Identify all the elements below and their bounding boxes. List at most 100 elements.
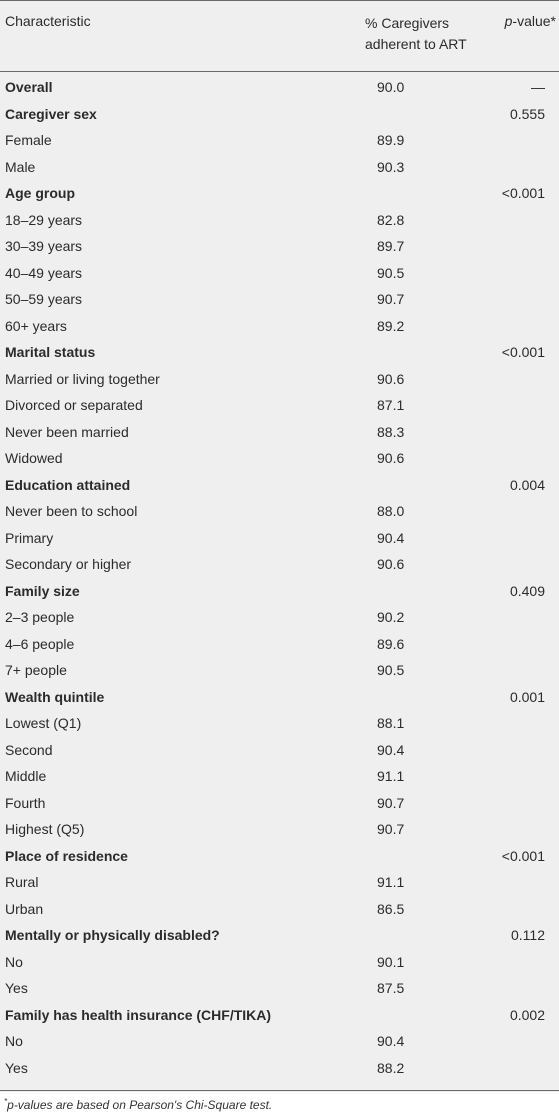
table-row: 2–3 people 90.2 <box>0 604 559 631</box>
table-group-row: Overall 90.0 — <box>0 74 559 101</box>
table-row: Never been married 88.3 <box>0 419 559 446</box>
row-adherence-value: 90.7 <box>377 291 405 307</box>
row-label: Lowest (Q1) <box>5 715 82 731</box>
row-label: 4–6 people <box>5 635 75 652</box>
table-row: Highest (Q5) 90.7 <box>0 816 559 843</box>
row-label: Married or living together <box>5 370 160 387</box>
footnote-text: -values are based on Pearson's Chi-Squar… <box>13 1098 273 1112</box>
table-group-row: Caregiver sex 0.555 <box>0 101 559 128</box>
row-label: 7+ people <box>5 662 67 678</box>
row-label: Family size <box>5 582 80 599</box>
row-adherence-value: 90.1 <box>377 953 405 970</box>
table-row: Divorced or separated 87.1 <box>0 392 559 419</box>
table-row: Married or living together 90.6 <box>0 366 559 393</box>
table-group-row: Age group <0.001 <box>0 180 559 207</box>
column-header-adherent-line2: adherent to ART <box>365 36 467 52</box>
row-adherence-value: 90.2 <box>377 609 405 625</box>
table-group-row: Family size 0.409 <box>0 578 559 605</box>
table-group-row: Mentally or physically disabled? 0.112 <box>0 922 559 949</box>
row-pvalue: 0.112 <box>511 927 545 943</box>
row-pvalue: 0.004 <box>509 476 545 493</box>
table-row: Female 89.9 <box>0 127 559 154</box>
bottom-rule <box>0 1090 559 1091</box>
row-pvalue: 0.001 <box>509 688 545 705</box>
row-label: Rural <box>5 874 39 890</box>
row-adherence-value: 90.5 <box>377 264 405 281</box>
row-adherence-value: 88.2 <box>377 1059 405 1076</box>
row-label: Second <box>5 741 53 758</box>
row-pvalue: <0.001 <box>501 847 545 864</box>
table-row: Middle 91.1 <box>0 763 559 790</box>
row-label: 30–39 years <box>5 238 83 254</box>
table-row: Primary 90.4 <box>0 525 559 552</box>
row-adherence-value: 86.5 <box>377 900 405 917</box>
row-label: Marital status <box>5 344 96 360</box>
table-row: No 90.1 <box>0 949 559 976</box>
row-adherence-value: 90.7 <box>377 821 405 837</box>
row-label: Never been married <box>5 423 129 440</box>
row-label: No <box>5 1033 23 1049</box>
table-row: No 90.4 <box>0 1028 559 1055</box>
row-adherence-value: 90.6 <box>377 556 405 572</box>
row-label: Fourth <box>5 794 46 811</box>
row-adherence-value: 87.1 <box>377 397 405 413</box>
column-header-characteristic: Characteristic <box>5 13 91 29</box>
row-label: Highest (Q5) <box>5 821 85 837</box>
row-label: 18–29 years <box>5 211 83 228</box>
row-adherence-value: 90.5 <box>377 662 405 678</box>
row-label: Yes <box>5 980 28 996</box>
row-label: Widowed <box>5 450 63 466</box>
table-body: Overall 90.0 — Caregiver sex 0.555 Female 89.9… <box>0 74 559 1081</box>
row-adherence-value: 89.9 <box>377 132 405 148</box>
table-row: Never been to school 88.0 <box>0 498 559 525</box>
row-adherence-value: 91.1 <box>377 768 405 784</box>
row-adherence-value: 90.6 <box>377 370 405 387</box>
table-row: 7+ people 90.5 <box>0 657 559 684</box>
table-row: Lowest (Q1) 88.1 <box>0 710 559 737</box>
row-adherence-value: 91.1 <box>377 874 405 890</box>
row-adherence-value: 90.6 <box>377 450 405 466</box>
row-label: 60+ years <box>5 317 67 334</box>
row-adherence-value: 89.6 <box>377 635 405 652</box>
row-label: Place of residence <box>5 847 128 864</box>
row-label: Primary <box>5 529 54 546</box>
top-rule <box>0 0 559 1</box>
row-label: Never been to school <box>5 503 138 519</box>
row-label: Middle <box>5 768 47 784</box>
pvalue-suffix: -value* <box>512 13 556 29</box>
table-row: Second 90.4 <box>0 737 559 764</box>
table-row: Yes 87.5 <box>0 975 559 1002</box>
table-group-row: Wealth quintile 0.001 <box>0 684 559 711</box>
row-label: Caregiver sex <box>5 105 97 122</box>
row-label: Mentally or physically disabled? <box>5 927 220 943</box>
table-group-row: Education attained 0.004 <box>0 472 559 499</box>
table-row: 60+ years 89.2 <box>0 313 559 340</box>
row-pvalue: <0.001 <box>501 185 545 201</box>
table-row: Widowed 90.6 <box>0 445 559 472</box>
row-label: 40–49 years <box>5 264 83 281</box>
row-label: Family has health insurance (CHF/TIKA) <box>5 1006 272 1023</box>
row-adherence-value: 89.2 <box>377 317 405 334</box>
row-adherence-value: 90.0 <box>377 79 405 95</box>
row-pvalue: 0.002 <box>509 1006 545 1023</box>
footnote-italic-p: p <box>7 1098 14 1112</box>
data-table: Characteristic % Caregivers adherent to … <box>0 0 559 1092</box>
row-label: Overall <box>5 79 53 95</box>
row-label: Secondary or higher <box>5 556 132 572</box>
row-pvalue: 0.555 <box>509 105 545 122</box>
table-group-row: Marital status <0.001 <box>0 339 559 366</box>
row-label: Urban <box>5 900 44 917</box>
row-label: Male <box>5 158 36 175</box>
row-adherence-value: 90.4 <box>377 529 405 546</box>
table-row: 4–6 people 89.6 <box>0 631 559 658</box>
table-group-row: Family has health insurance (CHF/TIKA) 0.… <box>0 1002 559 1029</box>
table-row: Male 90.3 <box>0 154 559 181</box>
table-row: 30–39 years 89.7 <box>0 233 559 260</box>
column-header-pvalue: p-value* <box>488 13 556 29</box>
row-pvalue: — <box>531 79 545 95</box>
row-adherence-value: 90.7 <box>377 794 405 811</box>
table-footnote: *p-values are based on Pearson's Chi-Squ… <box>4 1097 272 1112</box>
header-rule <box>0 71 559 72</box>
table-row: Rural 91.1 <box>0 869 559 896</box>
column-header-adherent-line1: % Caregivers <box>365 15 450 31</box>
